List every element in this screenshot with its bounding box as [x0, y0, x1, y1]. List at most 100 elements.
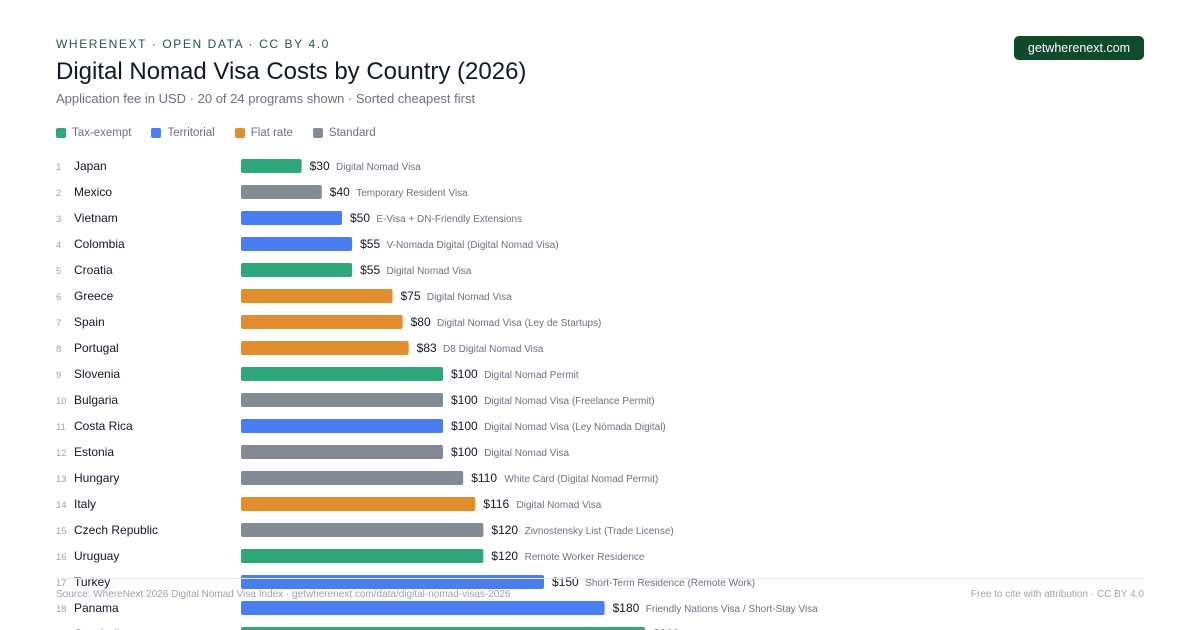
subtitle: Application fee in USD · 20 of 24 progra… [56, 91, 476, 106]
program-label: Digital Nomad Permit [484, 370, 579, 381]
value-label: $75 [401, 289, 421, 303]
bar [241, 289, 393, 303]
country-label: Slovenia [74, 367, 120, 381]
bar [241, 263, 353, 277]
rank-label: 16 [56, 552, 67, 563]
program-label: Digital Nomad Visa (Freelance Permit) [484, 396, 654, 407]
rank-label: 15 [56, 526, 67, 537]
bar [241, 341, 409, 355]
rank-label: 10 [56, 396, 67, 407]
country-label: Mexico [74, 185, 112, 199]
value-label: $100 [451, 419, 478, 433]
page-title: Digital Nomad Visa Costs by Country (202… [56, 58, 527, 85]
program-label: V-Nomada Digital (Digital Nomad Visa) [387, 240, 559, 251]
rank-label: 17 [56, 578, 67, 589]
country-label: Vietnam [74, 211, 118, 225]
bar [241, 211, 342, 225]
value-label: $180 [613, 601, 640, 615]
country-label: Panama [74, 601, 119, 615]
bar [241, 185, 322, 199]
legend-item: Tax-exempt [56, 127, 131, 139]
value-label: $55 [360, 237, 380, 251]
rank-label: 7 [56, 318, 61, 329]
bar [241, 445, 443, 459]
country-label: Costa Rica [74, 419, 133, 433]
bar [241, 471, 464, 485]
country-label: Uruguay [74, 549, 119, 563]
rank-label: 2 [56, 188, 61, 199]
country-label: Czech Republic [74, 523, 158, 537]
bar [241, 367, 443, 381]
bar [241, 393, 443, 407]
program-label: Digital Nomad Visa [517, 500, 602, 511]
rank-label: 13 [56, 474, 67, 485]
rank-label: 14 [56, 500, 67, 511]
program-label: Digital Nomad Visa [484, 448, 569, 459]
country-label: Greece [74, 289, 114, 303]
rank-label: 3 [56, 214, 61, 225]
legend-swatch [151, 128, 162, 138]
footer-license: Free to cite with attribution · CC BY 4.… [970, 589, 1144, 600]
value-label: $83 [417, 341, 437, 355]
bar [241, 237, 353, 251]
country-label: Colombia [74, 237, 125, 251]
rank-label: 8 [56, 344, 61, 355]
country-label: Portugal [74, 341, 119, 355]
value-label: $100 [451, 367, 478, 381]
country-label: Japan [74, 159, 107, 173]
value-label: $55 [360, 263, 380, 277]
program-label: E-Visa + DN-Friendly Extensions [376, 214, 522, 225]
value-label: $40 [330, 185, 350, 199]
value-label: $116 [483, 497, 509, 511]
country-label: Estonia [74, 445, 114, 459]
legend-swatch [312, 128, 323, 138]
rank-label: 11 [56, 422, 66, 433]
value-label: $110 [471, 471, 497, 485]
program-label: Digital Nomad Visa (Ley Nómada Digital) [484, 422, 666, 433]
footer-rule [56, 578, 1144, 579]
legend: Tax-exempt Territorial Flat rate Standard [56, 127, 396, 139]
program-label: Digital Nomad Visa [336, 162, 421, 173]
value-label: $200 [653, 627, 680, 630]
legend-label: Flat rate [250, 127, 293, 139]
rank-label: 18 [56, 604, 67, 615]
country-label: Spain [74, 315, 105, 329]
country-label: Bulgaria [74, 393, 118, 407]
value-label: $120 [491, 549, 518, 563]
program-label: Zivnostensky List (Trade License) [525, 526, 674, 537]
legend-label: Standard [328, 127, 376, 139]
bar [241, 523, 484, 537]
bar [241, 549, 484, 563]
bar [241, 419, 443, 433]
rank-label: 12 [56, 448, 67, 459]
value-label: $120 [491, 523, 518, 537]
country-label: Croatia [74, 263, 113, 277]
program-label: Digital Nomad Visa [387, 266, 472, 277]
value-label: $50 [350, 211, 370, 225]
bar [241, 159, 302, 173]
program-label: D8 Digital Nomad Visa [443, 344, 544, 355]
program-label: Temporary Resident Visa [356, 188, 468, 199]
bar [241, 627, 645, 630]
legend-item: Standard [312, 127, 376, 139]
value-label: $80 [411, 315, 431, 329]
program-label: Digital Nomad Visa [427, 292, 512, 303]
program-label: Friendly Nations Visa / Short-Stay Visa [646, 604, 818, 615]
footer-source: Source: WhereNext 2026 Digital Nomad Vis… [56, 589, 511, 600]
country-label: Italy [74, 497, 96, 511]
rank-label: 9 [56, 370, 61, 381]
rank-label: 5 [56, 266, 61, 277]
value-label: $100 [451, 445, 478, 459]
value-label: $30 [310, 159, 330, 173]
program-label: Short-Term Residence (Remote Work) [585, 578, 755, 589]
rank-label: 1 [56, 162, 61, 173]
bar [241, 497, 476, 511]
bar [241, 601, 605, 615]
value-label: $100 [451, 393, 478, 407]
brand-link-button[interactable]: getwherenext.com [1014, 36, 1144, 60]
legend-item: Territorial [151, 127, 215, 139]
legend-label: Territorial [167, 127, 215, 139]
legend-swatch [234, 128, 245, 138]
legend-swatch [56, 128, 66, 138]
